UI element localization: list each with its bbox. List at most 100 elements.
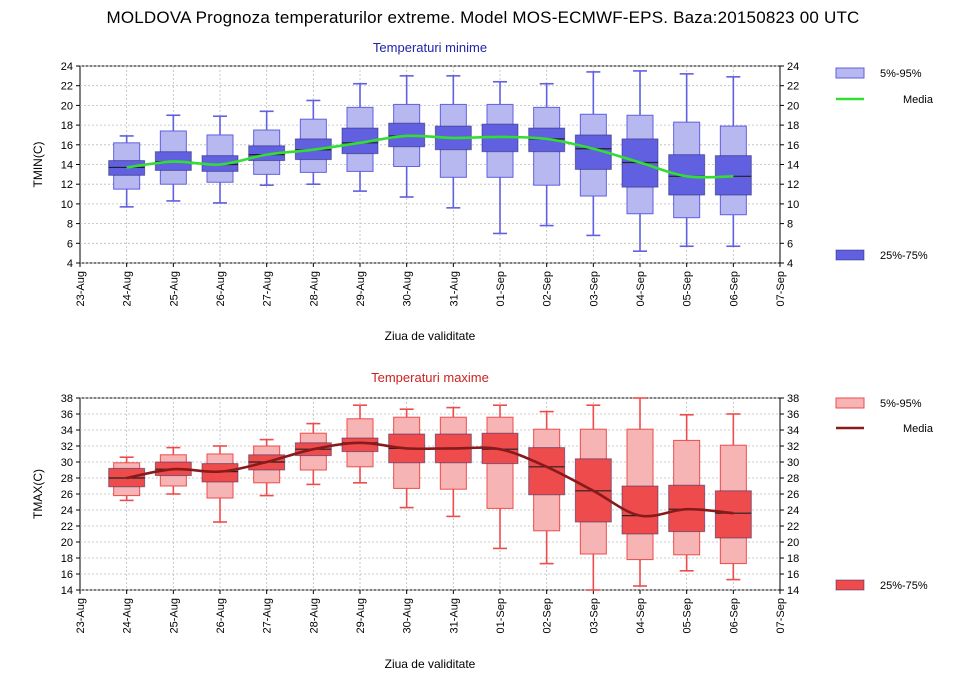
- tmax-legend: 5%-95% Media 25%-75%: [835, 397, 934, 592]
- tmin-ytick-label-left: 6: [67, 238, 73, 250]
- tmin-xtick-label: 26-Aug: [215, 271, 227, 306]
- tmin-legend-whisker-label: 5%-95%: [880, 68, 922, 80]
- tmin-ytick-label-right: 10: [787, 199, 799, 211]
- tmin-xtick-label: 23-Aug: [75, 271, 87, 306]
- tmax-ytick-label-right: 34: [787, 425, 799, 437]
- chart-main-title: MOLDOVA Prognoza temperaturilor extreme.…: [106, 8, 860, 27]
- tmin-ytick-label-left: 20: [61, 100, 73, 112]
- tmax-ytick-label-left: 28: [61, 473, 73, 485]
- tmax-xtick-label: 25-Aug: [168, 598, 180, 633]
- tmax-xtick-label: 05-Sep: [682, 598, 694, 633]
- tmin-ytick-label-right: 8: [787, 219, 793, 231]
- tmin-box-31-Aug: [434, 75, 472, 209]
- tmax-ytick-label-right: 14: [787, 585, 799, 597]
- tmax-xtick-label: 31-Aug: [448, 598, 460, 633]
- tmax-ytick-label-right: 28: [787, 473, 799, 485]
- tmin-xtick-label: 01-Sep: [495, 271, 507, 306]
- tmin-xtick-label: 31-Aug: [448, 271, 460, 306]
- tmin-ytick-label-left: 14: [61, 160, 73, 172]
- tmax-xtick-label: 27-Aug: [262, 598, 274, 633]
- tmax-xtick-label: 04-Sep: [635, 598, 647, 633]
- tmax-ytick-label-left: 24: [61, 505, 73, 517]
- tmin-xtick-label: 07-Sep: [775, 271, 787, 306]
- tmax-ytick-label-left: 16: [61, 569, 73, 581]
- tmax-ytick-label-left: 20: [61, 537, 73, 549]
- tmax-ytick-label-left: 34: [61, 425, 73, 437]
- tmin-xtick-label: 24-Aug: [122, 271, 134, 306]
- tmin-ytick-label-right: 24: [787, 61, 799, 73]
- tmin-ytick-label-left: 10: [61, 199, 73, 211]
- tmin-xtick-label: 30-Aug: [402, 271, 414, 306]
- tmax-xtick-label: 30-Aug: [402, 598, 414, 633]
- tmin-panel: Temperaturi minime 4 4 6 6 8 8 10 10 12 12 14 14 16 16…: [31, 40, 934, 343]
- tmax-ytick-label-right: 18: [787, 553, 799, 565]
- tmin-xtick-label: 02-Sep: [542, 271, 554, 306]
- tmax-xtick-label: 26-Aug: [215, 598, 227, 633]
- tmax-box-24-Aug: [108, 456, 146, 502]
- tmin-ytick-label-right: 6: [787, 238, 793, 250]
- tmin-x-axis-label: Ziua de validitate: [385, 329, 476, 343]
- tmax-ytick-label-left: 18: [61, 553, 73, 565]
- tmin-box-05-Sep: [668, 73, 706, 248]
- tmin-panel-title: Temperaturi minime: [373, 40, 487, 55]
- tmin-q1-q3-box: [668, 154, 706, 196]
- tmax-legend-median-label: Media: [903, 423, 934, 435]
- tmax-ytick-label-left: 22: [61, 521, 73, 533]
- tmax-xtick-label: 23-Aug: [75, 598, 87, 633]
- tmax-panel-title: Temperaturi maxime: [371, 370, 489, 385]
- tmax-ytick-label-right: 36: [787, 409, 799, 421]
- tmax-ytick-label-right: 22: [787, 521, 799, 533]
- tmin-box-29-Aug: [341, 82, 379, 192]
- tmax-xtick-label: 24-Aug: [122, 598, 134, 633]
- tmax-xtick-label: 29-Aug: [355, 598, 367, 633]
- tmax-ytick-label-left: 32: [61, 441, 73, 453]
- tmax-q1-q3-box: [528, 447, 566, 496]
- tmax-y-axis-label: TMAX(C): [31, 469, 45, 519]
- tmax-ytick-label-right: 30: [787, 457, 799, 469]
- tmax-ytick-label-left: 14: [61, 585, 73, 597]
- tmin-xtick-label: 28-Aug: [308, 271, 320, 306]
- tmax-legend-box-label: 25%-75%: [880, 580, 928, 592]
- tmin-ytick-label-left: 24: [61, 61, 73, 73]
- tmin-legend-median-label: Media: [903, 94, 934, 106]
- tmax-ytick-label-left: 30: [61, 457, 73, 469]
- tmax-xtick-label: 07-Sep: [775, 598, 787, 633]
- tmin-box-25-Aug: [154, 114, 192, 202]
- tmin-xtick-label: 29-Aug: [355, 271, 367, 306]
- tmin-xtick-label: 27-Aug: [262, 271, 274, 306]
- tmin-median-line: [126, 134, 734, 179]
- tmax-box-04-Sep: [621, 397, 659, 587]
- tmin-ytick-label-left: 8: [67, 219, 73, 231]
- tmin-ytick-label-left: 18: [61, 120, 73, 132]
- tmax-xtick-label: 28-Aug: [308, 598, 320, 633]
- tmax-ytick-label-right: 24: [787, 505, 799, 517]
- tmax-xtick-label: 06-Sep: [728, 598, 740, 633]
- tmin-ytick-label-left: 22: [61, 81, 73, 93]
- tmin-ytick-label-right: 4: [787, 258, 793, 270]
- tmax-legend-whisker-swatch: [835, 397, 865, 409]
- tmax-ytick-label-right: 32: [787, 441, 799, 453]
- tmax-ytick-label-right: 26: [787, 489, 799, 501]
- tmin-xtick-label: 25-Aug: [168, 271, 180, 306]
- tmin-xtick-label: 05-Sep: [682, 271, 694, 306]
- tmax-xtick-label: 01-Sep: [495, 598, 507, 633]
- tmin-ytick-label-right: 14: [787, 160, 799, 172]
- tmin-ytick-label-right: 20: [787, 100, 799, 112]
- tmax-xtick-label: 02-Sep: [542, 598, 554, 633]
- tmin-legend-box-label: 25%-75%: [880, 250, 928, 262]
- tmin-y-axis-label: TMIN(C): [31, 142, 45, 188]
- tmax-xtick-label: 03-Sep: [588, 598, 600, 633]
- tmax-q1-q3-box: [714, 490, 752, 539]
- tmax-box-06-Sep: [714, 413, 752, 581]
- tmax-median-line: [126, 441, 734, 518]
- tmin-ytick-label-left: 4: [67, 258, 73, 270]
- tmin-legend-box-swatch: [835, 249, 865, 261]
- tmin-box-04-Sep: [621, 70, 659, 252]
- tmin-xtick-label: 04-Sep: [635, 271, 647, 306]
- tmin-ytick-label-right: 22: [787, 81, 799, 93]
- tmin-ytick-label-right: 18: [787, 120, 799, 132]
- tmax-ytick-label-right: 20: [787, 537, 799, 549]
- tmax-ytick-label-right: 38: [787, 393, 799, 405]
- tmax-ytick-label-left: 36: [61, 409, 73, 421]
